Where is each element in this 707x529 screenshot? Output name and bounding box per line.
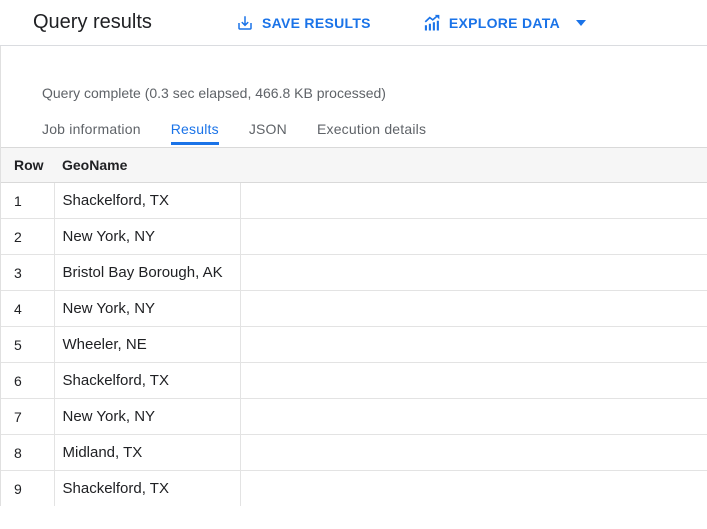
row-number-cell: 4	[1, 290, 55, 327]
tab-results[interactable]: Results	[170, 121, 219, 145]
explore-data-button[interactable]: EXPLORE DATA	[423, 14, 587, 32]
geoname-cell: Wheeler, NE	[54, 326, 241, 363]
geoname-cell: Midland, TX	[54, 434, 241, 471]
table-row: 5 Wheeler, NE	[1, 326, 707, 363]
table-row: 1 Shackelford, TX	[1, 182, 707, 219]
column-header-empty	[240, 147, 707, 183]
empty-cell	[240, 326, 707, 363]
table-row: 4 New York, NY	[1, 290, 707, 327]
row-number-cell: 5	[1, 326, 55, 363]
row-number-cell: 1	[1, 182, 55, 219]
tabs-bar: Job information Results JSON Execution deta…	[42, 121, 707, 145]
row-number-cell: 6	[1, 362, 55, 399]
chart-icon	[423, 14, 441, 32]
empty-cell	[240, 471, 707, 507]
page-title: Query results	[33, 11, 152, 33]
empty-cell	[240, 182, 707, 219]
row-number-cell: 3	[1, 254, 55, 291]
tab-job-information[interactable]: Job information	[42, 121, 141, 137]
table-header-row: Row GeoName	[1, 147, 707, 183]
save-results-label: SAVE RESULTS	[261, 14, 371, 31]
empty-cell	[240, 254, 707, 291]
geoname-cell: New York, NY	[54, 218, 241, 255]
results-panel: Query complete (0.3 sec elapsed, 466.8 K…	[0, 46, 707, 506]
row-number-cell: 8	[1, 434, 55, 471]
row-number-cell: 2	[1, 218, 55, 255]
empty-cell	[240, 398, 707, 435]
row-number-cell: 7	[1, 398, 55, 435]
table-row: 7 New York, NY	[1, 398, 707, 435]
table-row: 9 Shackelford, TX	[1, 470, 707, 507]
geoname-cell: New York, NY	[54, 290, 241, 327]
query-status: Query complete (0.3 sec elapsed, 466.8 K…	[42, 85, 386, 101]
download-icon	[236, 14, 254, 32]
query-results-header: Query results SAVE RESULTS	[0, 0, 707, 46]
header-actions: SAVE RESULTS EXPLORE DATA	[236, 14, 587, 32]
empty-cell	[240, 218, 707, 255]
geoname-cell: Shackelford, TX	[54, 362, 241, 399]
row-number-cell: 9	[1, 470, 55, 506]
geoname-cell: Shackelford, TX	[54, 182, 241, 219]
table-row: 3 Bristol Bay Borough, AK	[1, 254, 707, 291]
geoname-cell: Bristol Bay Borough, AK	[54, 254, 241, 291]
tab-execution-details[interactable]: Execution details	[316, 121, 427, 137]
table-row: 2 New York, NY	[1, 218, 707, 255]
geoname-cell: Shackelford, TX	[54, 470, 241, 506]
chevron-down-icon	[576, 19, 587, 26]
empty-cell	[240, 362, 707, 399]
column-header-geoname: GeoName	[54, 147, 240, 183]
empty-cell	[240, 290, 707, 327]
geoname-cell: New York, NY	[54, 398, 241, 435]
save-results-button[interactable]: SAVE RESULTS	[236, 14, 371, 32]
table-row: 8 Midland, TX	[1, 434, 707, 471]
explore-data-label: EXPLORE DATA	[448, 14, 561, 31]
empty-cell	[240, 434, 707, 471]
table-row: 6 Shackelford, TX	[1, 362, 707, 399]
column-header-row: Row	[1, 147, 54, 183]
tab-json[interactable]: JSON	[248, 121, 287, 137]
results-table: Row GeoName 1 Shackelford, TX 2 New York…	[1, 147, 707, 506]
